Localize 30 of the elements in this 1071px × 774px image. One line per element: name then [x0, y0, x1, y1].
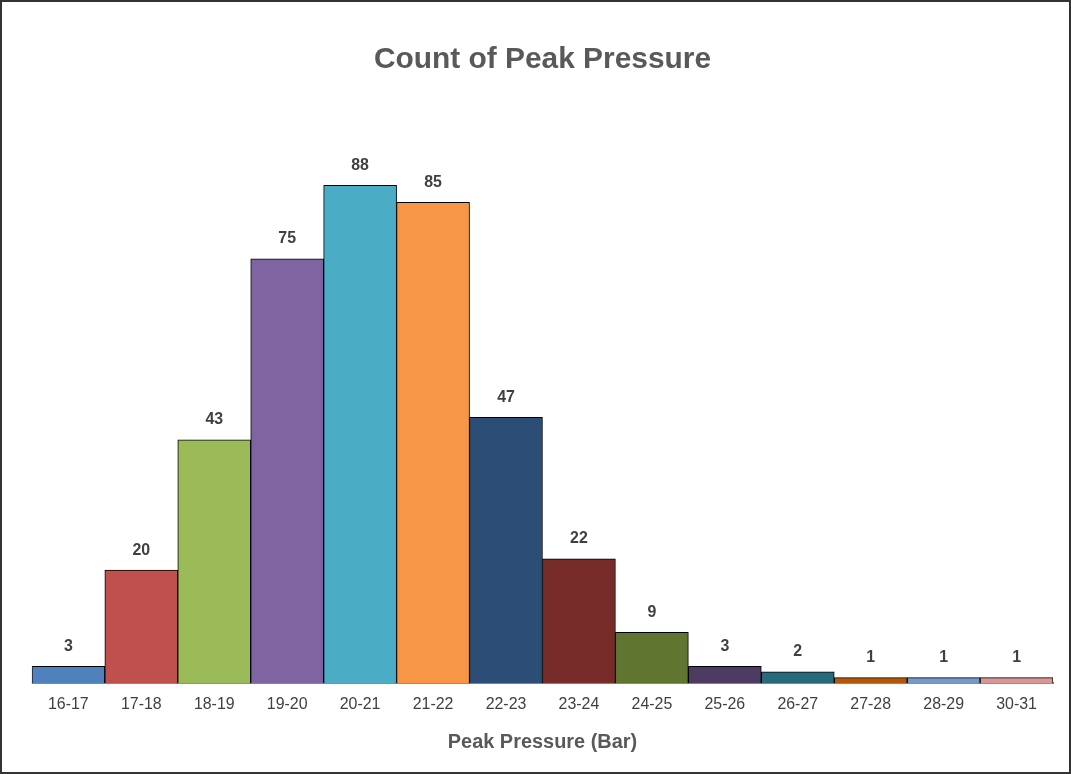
x-tick-label: 22-23	[485, 695, 527, 713]
x-tick-label: 30-31	[996, 695, 1038, 713]
data-label: 1	[1012, 648, 1022, 666]
x-tick-label: 24-25	[631, 695, 673, 713]
data-label: 9	[647, 602, 657, 620]
x-tick-label: 19-20	[266, 695, 308, 713]
data-label: 1	[939, 648, 949, 666]
data-label: 22	[570, 529, 588, 547]
data-label: 47	[497, 387, 515, 405]
x-tick-label: 28-29	[923, 695, 965, 713]
x-tick-label: 26-27	[777, 695, 819, 713]
x-tick-label: 27-28	[850, 695, 892, 713]
data-label: 3	[720, 636, 730, 654]
data-label: 43	[205, 410, 224, 428]
x-tick-label: 21-22	[412, 695, 454, 713]
x-axis-title: Peak Pressure (Bar)	[447, 729, 638, 752]
data-label: 85	[424, 172, 443, 190]
x-tick-label: 17-18	[120, 695, 162, 713]
data-label: 2	[793, 642, 803, 660]
data-label: 88	[351, 155, 370, 173]
x-tick-label: 23-24	[558, 695, 600, 713]
x-tick-label: 20-21	[339, 695, 381, 713]
data-label: 20	[132, 540, 151, 558]
chart-title: Count of Peak Pressure	[373, 40, 712, 74]
x-tick-label: 25-26	[704, 695, 746, 713]
x-tick-label: 16-17	[48, 695, 89, 713]
data-label: 75	[278, 229, 297, 247]
data-label: 1	[866, 648, 876, 666]
data-label: 3	[63, 636, 73, 654]
x-tick-label: 18-19	[193, 695, 235, 713]
